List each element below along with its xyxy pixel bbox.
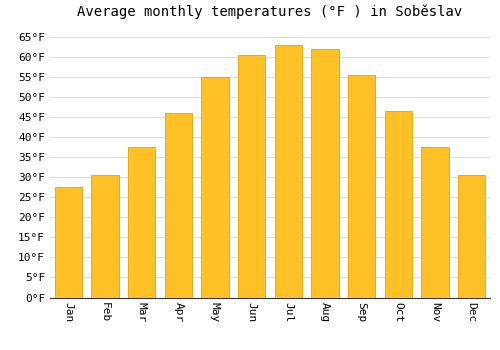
- Bar: [128, 147, 156, 298]
- Bar: [274, 44, 302, 298]
- Bar: [54, 187, 82, 298]
- Bar: [311, 49, 339, 298]
- Bar: [164, 113, 192, 298]
- Bar: [384, 111, 412, 298]
- Bar: [421, 147, 448, 298]
- Title: Average monthly temperatures (°F ) in Soběslav: Average monthly temperatures (°F ) in So…: [78, 5, 462, 19]
- Bar: [91, 175, 119, 298]
- Bar: [458, 175, 485, 298]
- Bar: [201, 77, 229, 298]
- Bar: [348, 75, 376, 298]
- Bar: [238, 55, 266, 298]
